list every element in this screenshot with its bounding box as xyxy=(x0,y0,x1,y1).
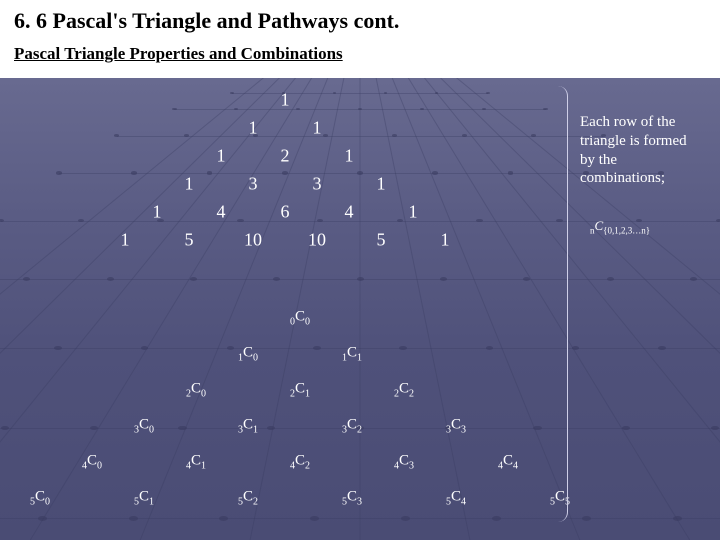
pascal-number: 1 xyxy=(366,174,396,195)
combination-symbol: 1C1 xyxy=(327,345,377,364)
combination-symbol: 4C3 xyxy=(379,453,429,472)
formula-c: C xyxy=(595,218,604,233)
pascal-number: 4 xyxy=(206,202,236,223)
pascal-number: 5 xyxy=(366,230,396,251)
combination-symbol: 5C1 xyxy=(119,489,169,508)
page-subtitle: Pascal Triangle Properties and Combinati… xyxy=(14,44,706,64)
pascal-number: 10 xyxy=(238,230,268,251)
slide-stage: 11112113311464115101051 0C01C01C12C02C12… xyxy=(0,78,720,540)
combination-symbol: 5C3 xyxy=(327,489,377,508)
pascal-number: 1 xyxy=(270,90,300,111)
pascal-number: 6 xyxy=(270,202,300,223)
combination-symbol: 4C0 xyxy=(67,453,117,472)
pascal-number: 4 xyxy=(334,202,364,223)
combination-symbol: 5C4 xyxy=(431,489,481,508)
combination-symbol: 4C2 xyxy=(275,453,325,472)
combination-symbol: 2C1 xyxy=(275,381,325,400)
combination-formula: nC{0,1,2,3…n} xyxy=(590,218,650,236)
combination-symbol: 5C2 xyxy=(223,489,273,508)
pascal-number: 1 xyxy=(302,118,332,139)
side-explanation: Each row of the triangle is formed by th… xyxy=(580,113,705,188)
pascal-number: 1 xyxy=(206,146,236,167)
combination-symbol: 2C0 xyxy=(171,381,221,400)
pascal-number: 1 xyxy=(430,230,460,251)
combination-symbol: 4C4 xyxy=(483,453,533,472)
combination-symbol: 1C0 xyxy=(223,345,273,364)
combination-symbol: 3C1 xyxy=(223,417,273,436)
pascal-number: 1 xyxy=(174,174,204,195)
pascal-number: 10 xyxy=(302,230,332,251)
page-title: 6. 6 Pascal's Triangle and Pathways cont… xyxy=(14,8,706,34)
combination-symbol: 3C0 xyxy=(119,417,169,436)
combination-symbol: 4C1 xyxy=(171,453,221,472)
pascal-number: 1 xyxy=(110,230,140,251)
combination-symbol: 3C3 xyxy=(431,417,481,436)
combination-symbol: 3C2 xyxy=(327,417,377,436)
pascal-number: 1 xyxy=(238,118,268,139)
pascal-number: 5 xyxy=(174,230,204,251)
combination-symbol: 2C2 xyxy=(379,381,429,400)
pascal-number: 3 xyxy=(238,174,268,195)
combination-symbol: 5C0 xyxy=(15,489,65,508)
brace-decoration xyxy=(558,86,568,522)
pascal-number: 1 xyxy=(334,146,364,167)
pascal-number: 1 xyxy=(398,202,428,223)
pascal-number: 2 xyxy=(270,146,300,167)
formula-set: {0,1,2,3…n} xyxy=(603,226,650,236)
combination-symbol: 0C0 xyxy=(275,309,325,328)
pascal-number: 1 xyxy=(142,202,172,223)
pascal-number: 3 xyxy=(302,174,332,195)
